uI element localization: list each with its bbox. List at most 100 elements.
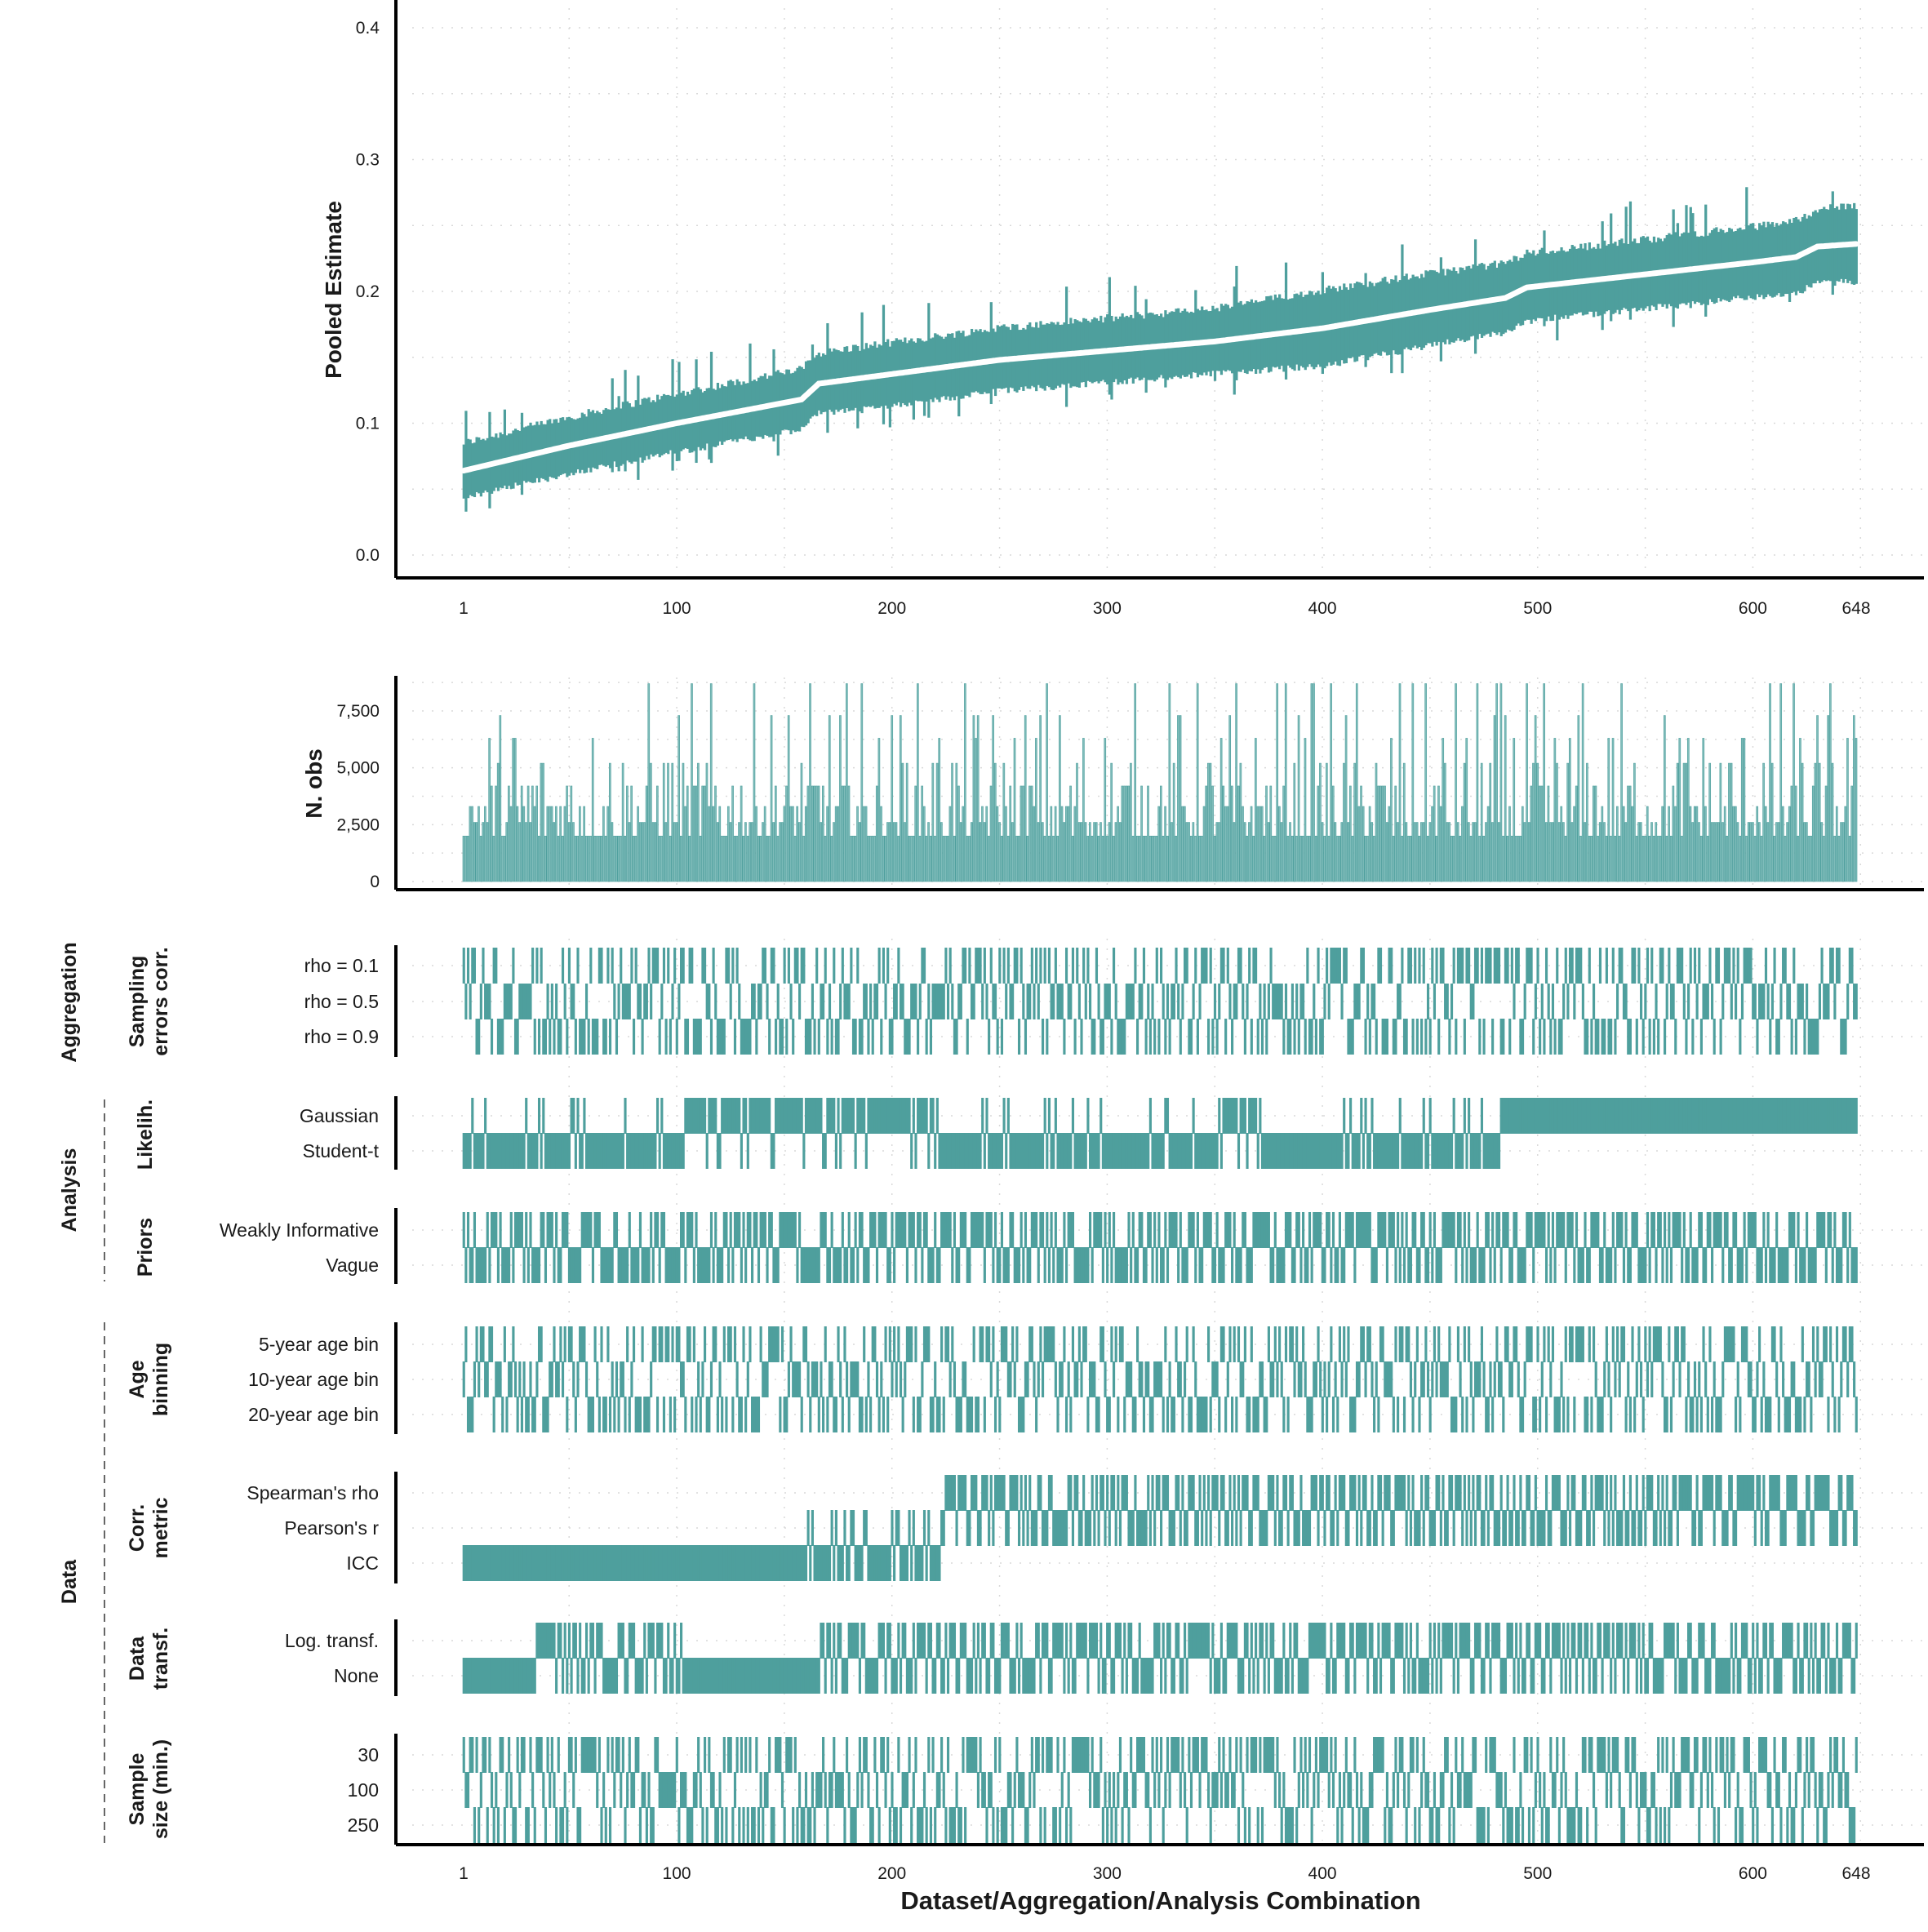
indicator-cell bbox=[576, 1361, 579, 1397]
indicator-cell bbox=[730, 1326, 732, 1362]
indicator-cell bbox=[1412, 1397, 1415, 1432]
n-obs-bar bbox=[489, 738, 491, 882]
indicator-cell bbox=[1311, 1019, 1313, 1055]
indicator-cell bbox=[876, 1247, 878, 1283]
indicator-cell bbox=[1593, 1510, 1595, 1546]
indicator-cell bbox=[988, 1658, 990, 1694]
indicator-cell bbox=[1085, 984, 1087, 1019]
indicator-cell bbox=[710, 1019, 713, 1055]
n-obs-bar bbox=[709, 806, 710, 882]
indicator-cell bbox=[1157, 1019, 1160, 1055]
n-obs-bar bbox=[525, 823, 526, 882]
n-obs-bar bbox=[1810, 836, 1812, 882]
indicator-cell bbox=[568, 1623, 571, 1659]
indicator-cell bbox=[1173, 1510, 1175, 1546]
y-tick-label: 2,500 bbox=[336, 815, 380, 834]
n-obs-bar bbox=[1681, 836, 1682, 882]
indicator-cell bbox=[1373, 1397, 1375, 1432]
n-obs-bar bbox=[676, 823, 677, 882]
indicator-cell bbox=[544, 1019, 547, 1055]
n-obs-bar bbox=[484, 806, 486, 882]
indicator-cell bbox=[1711, 1397, 1713, 1432]
indicator-cell bbox=[1431, 1361, 1433, 1397]
indicator-cell bbox=[1326, 948, 1328, 984]
n-obs-bar bbox=[1522, 806, 1523, 882]
indicator-cell bbox=[1511, 948, 1513, 984]
n-obs-bar bbox=[704, 786, 705, 882]
indicator-cell bbox=[926, 1098, 928, 1134]
indicator-cell bbox=[1481, 1326, 1483, 1362]
indicator-cell bbox=[1151, 984, 1153, 1019]
n-obs-bar bbox=[1690, 806, 1691, 882]
indicator-cell bbox=[575, 1397, 577, 1432]
indicator-cell bbox=[1603, 1212, 1606, 1248]
indicator-cell bbox=[755, 1212, 757, 1248]
indicator-cell bbox=[583, 1019, 585, 1055]
indicator-cell bbox=[1179, 1361, 1182, 1397]
indicator-cell bbox=[1850, 1326, 1853, 1362]
indicator-cell bbox=[876, 984, 878, 1019]
indicator-cell bbox=[1420, 1019, 1423, 1055]
n-obs-bar bbox=[1397, 823, 1398, 882]
indicator-cell bbox=[1080, 1361, 1082, 1397]
n-obs-bar bbox=[1052, 836, 1054, 882]
indicator-cell bbox=[1461, 948, 1464, 984]
indicator-cell bbox=[1281, 984, 1283, 1019]
indicator-cell bbox=[642, 1019, 644, 1055]
indicator-cell bbox=[1668, 1212, 1670, 1248]
indicator-cell bbox=[1364, 1361, 1366, 1397]
indicator-cell bbox=[1793, 1212, 1795, 1248]
indicator-cell bbox=[559, 1623, 562, 1659]
indicator-cell bbox=[1545, 1247, 1548, 1283]
indicator-cell bbox=[1186, 1326, 1188, 1362]
indicator-cell bbox=[510, 1361, 513, 1397]
indicator-cell bbox=[1244, 1326, 1246, 1362]
indicator-cell bbox=[1593, 984, 1595, 1019]
indicator-cell bbox=[1098, 1658, 1100, 1694]
n-obs-bar bbox=[549, 806, 550, 882]
n-obs-bar bbox=[1817, 716, 1819, 882]
indicator-cell bbox=[1702, 1326, 1704, 1362]
indicator-cell bbox=[1448, 1326, 1450, 1362]
indicator-cell bbox=[1007, 1623, 1010, 1659]
n-obs-bar bbox=[990, 786, 992, 882]
indicator-cell bbox=[1431, 1247, 1433, 1283]
n-obs-bar bbox=[1730, 763, 1732, 882]
indicator-cell bbox=[956, 1019, 958, 1055]
indicator-cell bbox=[1276, 1475, 1278, 1511]
indicator-cell bbox=[891, 1212, 893, 1248]
indicator-cell bbox=[766, 1247, 768, 1283]
indicator-cell bbox=[1582, 1247, 1584, 1283]
n-obs-bar bbox=[1432, 806, 1433, 882]
n-obs-bar bbox=[1659, 836, 1661, 882]
indicator-cell bbox=[1522, 1397, 1524, 1432]
indicator-cell bbox=[637, 1247, 639, 1283]
indicator-cell bbox=[1588, 1247, 1591, 1283]
n-obs-bar bbox=[1425, 684, 1427, 882]
n-obs-bar bbox=[472, 806, 473, 882]
indicator-cell bbox=[1323, 1361, 1326, 1397]
indicator-cell bbox=[1330, 1326, 1332, 1362]
indicator-cell bbox=[1134, 948, 1136, 984]
indicator-cell bbox=[1274, 1212, 1277, 1248]
indicator-cell bbox=[1487, 1397, 1490, 1432]
indicator-cell bbox=[766, 984, 768, 1019]
n-obs-bar bbox=[1788, 806, 1790, 882]
n-obs-bar bbox=[1804, 823, 1806, 882]
indicator-cell bbox=[1820, 1361, 1823, 1397]
n-obs-bar bbox=[1615, 836, 1616, 882]
indicator-cell bbox=[1650, 1475, 1653, 1511]
indicator-cell bbox=[842, 1545, 844, 1581]
n-obs-bar bbox=[824, 836, 826, 882]
indicator-cell bbox=[615, 1212, 618, 1248]
row-level-label: 5-year age bin bbox=[259, 1334, 379, 1355]
indicator-cell bbox=[1737, 1361, 1739, 1397]
indicator-cell bbox=[1590, 1019, 1593, 1055]
indicator-cell bbox=[1078, 984, 1081, 1019]
indicator-cell bbox=[1356, 1510, 1358, 1546]
indicator-cell bbox=[1031, 948, 1033, 984]
indicator-cell bbox=[1713, 1361, 1716, 1397]
indicator-cell bbox=[1464, 1475, 1466, 1511]
indicator-cell bbox=[1020, 1623, 1023, 1659]
indicator-cell bbox=[1483, 1361, 1486, 1397]
